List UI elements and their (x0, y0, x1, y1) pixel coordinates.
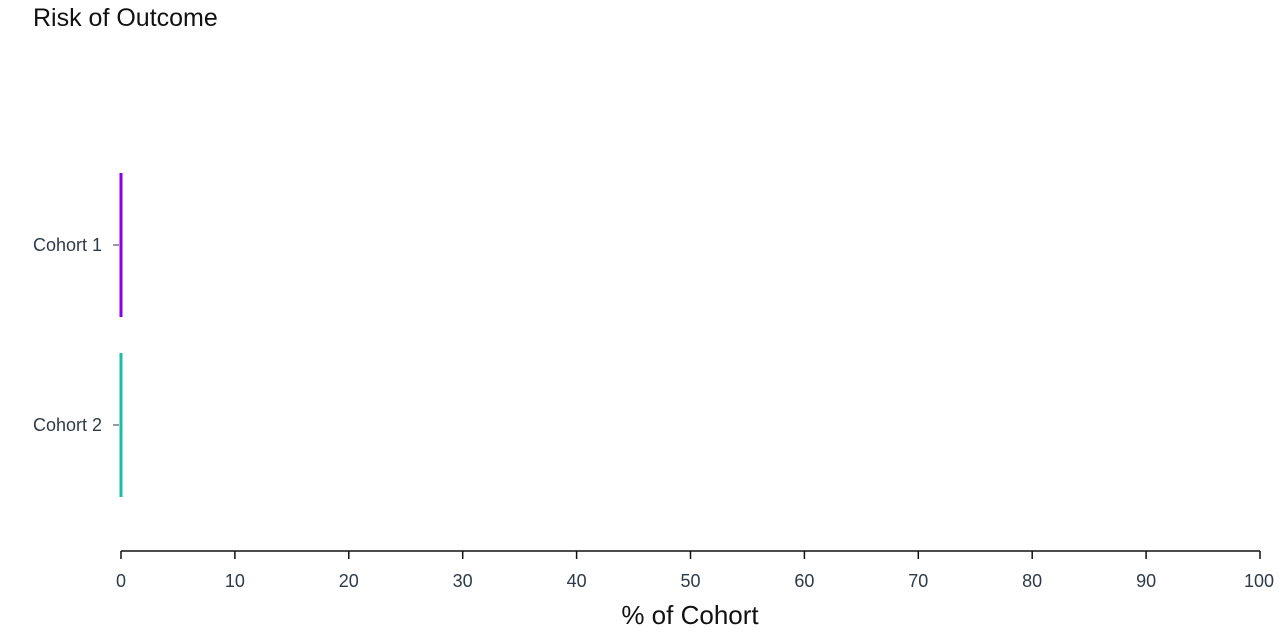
x-tick-label: 60 (794, 571, 814, 591)
bar-cohort-1 (119, 173, 123, 317)
x-tick-label: 30 (453, 571, 473, 591)
x-tick-label: 90 (1136, 571, 1156, 591)
bars-layer (119, 173, 123, 497)
x-axis-title: % of Cohort (621, 600, 759, 630)
y-axis: Cohort 1 Cohort 2 (33, 235, 119, 435)
x-tick-label: 20 (339, 571, 359, 591)
x-tick-label: 40 (567, 571, 587, 591)
chart-title: Risk of Outcome (33, 4, 218, 32)
x-tick-label: 50 (680, 571, 700, 591)
x-tick-label: 10 (225, 571, 245, 591)
x-tick-label: 80 (1022, 571, 1042, 591)
y-tick-label: Cohort 2 (33, 415, 102, 435)
x-tick-label: 100 (1244, 571, 1274, 591)
y-tick-label: Cohort 1 (33, 235, 102, 255)
bar-cohort-2 (119, 353, 123, 497)
x-axis: 0 10 20 30 40 50 60 70 80 90 100 (116, 550, 1274, 591)
x-tick-label: 70 (908, 571, 928, 591)
x-tick-label: 0 (116, 571, 126, 591)
